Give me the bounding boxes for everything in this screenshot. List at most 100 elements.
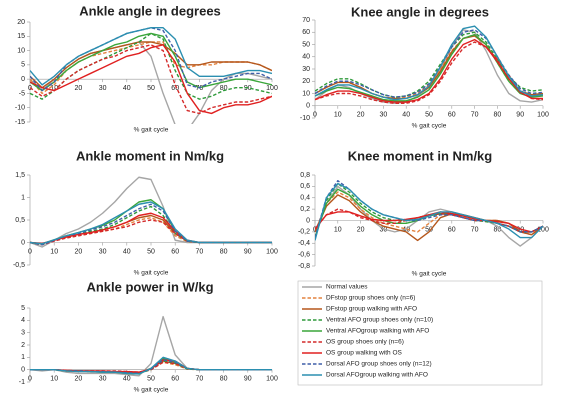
- x-tick-label: 80: [494, 112, 502, 119]
- x-tick-label: 30: [99, 85, 107, 92]
- y-tick-label: 5: [21, 305, 25, 312]
- y-tick-label: 0: [21, 367, 25, 374]
- x-tick-label: 50: [147, 85, 155, 92]
- y-tick-label: 4: [21, 317, 25, 324]
- x-tick-label: 60: [448, 226, 456, 233]
- series-line: [30, 27, 272, 92]
- y-tick-label: -15: [15, 119, 25, 126]
- x-tick-label: 60: [171, 85, 179, 92]
- x-tick-label: 0: [313, 226, 317, 233]
- y-tick-label: -0,4: [298, 240, 310, 247]
- y-tick-label: 70: [302, 17, 310, 24]
- series-line: [315, 29, 543, 98]
- series-line: [30, 217, 272, 246]
- legend-frame: [297, 280, 543, 386]
- x-tick-label: 50: [425, 112, 433, 119]
- y-tick-label: 2: [21, 342, 25, 349]
- x-tick-label: 10: [334, 226, 342, 233]
- x-tick-label: 0: [313, 112, 317, 119]
- x-tick-label: 10: [50, 85, 58, 92]
- y-tick-label: -1: [19, 379, 25, 386]
- y-tick-label: 1: [21, 194, 25, 201]
- x-tick-label: 30: [380, 112, 388, 119]
- x-axis-label: % gait cycle: [134, 127, 169, 134]
- series-line: [315, 29, 543, 104]
- series-line: [315, 25, 543, 101]
- legend-label: Dorsal AFO group shoes only (n=12): [326, 361, 432, 368]
- y-tick-label: -0,6: [298, 251, 310, 258]
- x-tick-label: 70: [196, 85, 204, 92]
- x-tick-label: 100: [537, 226, 549, 233]
- x-tick-label: 40: [123, 376, 131, 383]
- x-tick-label: 50: [147, 376, 155, 383]
- x-tick-label: 0: [28, 376, 32, 383]
- y-tick-label: 40: [302, 54, 310, 61]
- series-line: [30, 201, 272, 245]
- x-tick-label: 50: [425, 226, 433, 233]
- y-tick-label: 20: [302, 78, 310, 85]
- x-tick-label: 10: [50, 376, 58, 383]
- x-tick-label: 20: [75, 376, 83, 383]
- series-line: [315, 38, 543, 103]
- chart-title: Knee moment in Nm/kg: [348, 148, 493, 163]
- y-tick-label: -0,8: [298, 263, 310, 270]
- x-tick-label: 90: [244, 85, 252, 92]
- y-tick-label: 5: [21, 62, 25, 69]
- x-tick-label: 20: [357, 226, 365, 233]
- x-tick-label: 40: [402, 226, 410, 233]
- series-line: [30, 32, 272, 92]
- legend-label: Ventral AFO group shoes only (n=10): [326, 317, 433, 324]
- y-tick-label: 0: [21, 76, 25, 83]
- x-tick-label: 80: [220, 248, 228, 255]
- x-tick-label: 80: [220, 85, 228, 92]
- chart-title: Ankle angle in degrees: [79, 3, 221, 18]
- legend-label: Dorsal AFOgroup walking with AFO: [326, 372, 428, 379]
- x-tick-label: 70: [196, 248, 204, 255]
- x-tick-label: 0: [28, 248, 32, 255]
- legend-label: Normal values: [326, 284, 368, 291]
- series-line: [30, 27, 272, 86]
- y-tick-label: 0: [306, 217, 310, 224]
- series-line: [315, 179, 543, 238]
- x-axis-label: % gait cycle: [134, 270, 169, 277]
- series-line: [30, 205, 272, 246]
- y-tick-label: 0,4: [300, 195, 310, 202]
- x-tick-label: 30: [99, 248, 107, 255]
- x-tick-label: 90: [244, 376, 252, 383]
- x-axis-label: % gait cycle: [134, 387, 169, 394]
- x-tick-label: 90: [516, 112, 524, 119]
- x-axis-label: % gait cycle: [412, 123, 447, 130]
- legend-label: OS group shoes only (n=6): [326, 339, 404, 346]
- x-tick-label: 20: [75, 85, 83, 92]
- plot: [30, 176, 272, 248]
- x-tick-label: 70: [196, 376, 204, 383]
- x-tick-label: 60: [171, 248, 179, 255]
- x-tick-label: 100: [266, 376, 278, 383]
- x-tick-label: 100: [266, 85, 278, 92]
- y-tick-label: 0: [21, 239, 25, 246]
- x-tick-label: 20: [75, 248, 83, 255]
- y-tick-label: -0,5: [13, 262, 25, 269]
- series-line: [30, 44, 272, 115]
- y-tick-label: 10: [17, 47, 25, 54]
- series-line: [315, 34, 543, 102]
- x-tick-label: 80: [494, 226, 502, 233]
- series-line: [315, 211, 543, 233]
- y-tick-label: 0,8: [300, 172, 310, 179]
- legend-label: DFstop group walking with AFO: [326, 306, 417, 313]
- legend-label: OS group walking with OS: [326, 350, 403, 357]
- plot: [30, 315, 272, 377]
- series-line: [30, 219, 272, 246]
- x-tick-label: 10: [50, 248, 58, 255]
- series-line: [315, 41, 543, 104]
- series-line: [30, 315, 272, 377]
- chart-title: Knee angle in degrees: [351, 4, 489, 19]
- x-tick-label: 30: [99, 376, 107, 383]
- y-tick-label: -5: [19, 90, 25, 97]
- series-line: [30, 203, 272, 246]
- x-tick-label: 40: [123, 85, 131, 92]
- x-tick-label: 40: [402, 112, 410, 119]
- y-tick-label: 0,2: [300, 206, 310, 213]
- y-tick-label: -0,2: [298, 229, 310, 236]
- y-tick-label: 15: [17, 33, 25, 40]
